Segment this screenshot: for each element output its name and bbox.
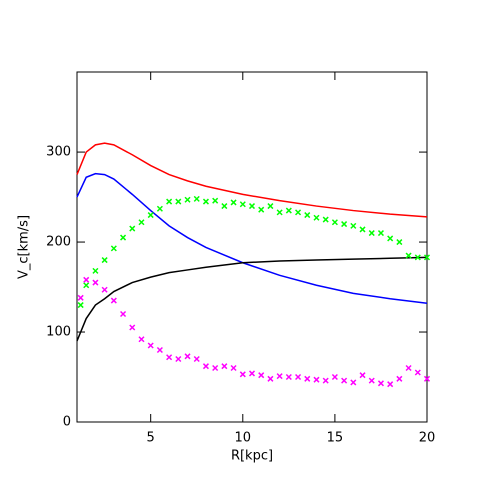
x-tick-label: 10 [235,431,252,446]
data-point [304,212,311,219]
data-point [414,254,421,261]
data-point [202,363,209,370]
data-point [396,239,403,246]
data-point [285,207,292,214]
data-point [120,311,127,318]
data-point [129,225,136,232]
data-point [405,364,412,372]
y-tick-label: 300 [46,145,71,160]
data-point [267,203,274,210]
data-point [166,354,173,361]
data-point [221,363,228,370]
data-point [295,209,302,216]
data-point [212,364,219,372]
x-tick-label: 5 [147,431,155,446]
data-point [138,336,145,343]
x-tick-label: 15 [327,431,344,446]
data-point [77,294,84,301]
data-point [184,196,191,203]
data-point [101,257,108,264]
data-point [304,375,311,382]
curve [76,142,428,218]
data-point [295,373,302,381]
data-point [239,371,246,378]
data-point [377,230,384,237]
data-point [387,381,394,388]
curve [76,172,428,304]
data-point [350,222,357,229]
data-point [110,297,117,304]
data-point [138,219,145,226]
x-axis-label: R[kpc] [231,449,273,464]
data-point [341,377,348,384]
y-tick-label: 200 [46,235,71,250]
data-point [221,203,228,210]
data-point [175,198,182,205]
data-point [212,197,219,204]
data-point [248,370,256,377]
data-point [129,324,136,331]
curve [76,256,428,342]
y-tick-label: 100 [46,325,71,340]
data-point [83,282,90,289]
data-point [101,286,108,293]
data-point [377,380,384,387]
data-point [248,203,256,210]
data-point [120,234,127,241]
data-point [239,201,246,208]
data-point [156,346,163,354]
data-point [414,369,421,376]
x-tick-label: 20 [419,431,436,446]
data-point [350,379,357,386]
data-point [184,353,191,360]
data-point [193,195,200,202]
data-point [156,205,163,212]
data-point [322,377,329,384]
data-point [285,373,292,381]
data-point [313,214,320,221]
data-point [405,252,412,259]
data-point [368,230,375,237]
data-point [276,373,283,380]
data-point [396,375,403,382]
data-point [359,372,366,379]
data-point [313,376,320,383]
data-point [359,226,366,233]
data-point [258,372,265,379]
data-point [83,276,90,283]
data-point [230,199,237,206]
data-point [341,221,348,228]
data-point [110,245,117,252]
data-point [77,302,84,309]
data-point [331,219,338,226]
data-point [230,364,237,372]
data-point [331,373,338,381]
plot-frame [76,71,428,423]
data-point [92,267,99,274]
y-tick-label: 0 [63,415,71,430]
y-axis-label: V_c[km/s] [17,215,32,279]
data-point [368,377,375,384]
data-point [276,209,283,216]
data-point [258,206,265,213]
data-point [175,355,182,363]
data-point [202,198,209,205]
data-point [423,375,431,382]
data-point [387,235,394,242]
data-point [322,216,329,223]
data-point [166,198,173,205]
data-point [423,254,431,261]
data-point [193,355,200,363]
data-point [267,375,274,382]
data-point [147,212,154,219]
data-point [147,342,154,349]
data-point [92,279,99,286]
